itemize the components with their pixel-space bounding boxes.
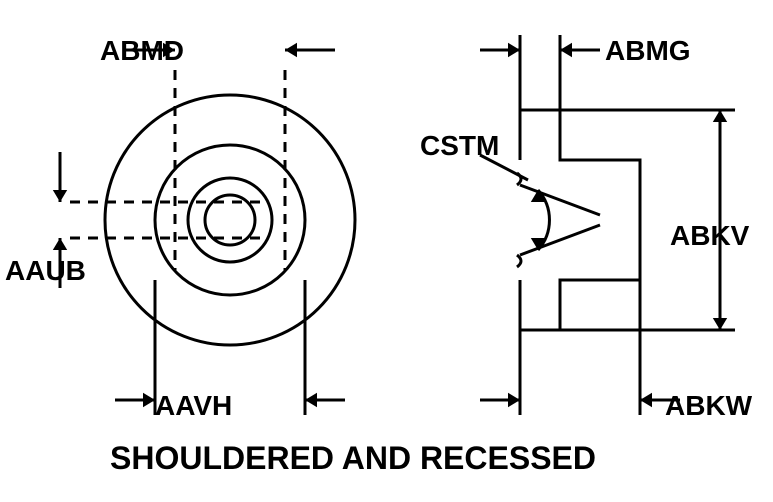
label-abkv: ABKV	[670, 220, 749, 252]
diagram-title: SHOULDERED AND RECESSED	[110, 440, 596, 477]
technical-diagram: ABMD AAUB AAVH ABMG CSTM ABKV ABKW SHOUL…	[0, 0, 773, 502]
label-aaub: AAUB	[5, 255, 86, 287]
label-abmd: ABMD	[100, 35, 184, 67]
label-abmg: ABMG	[605, 35, 691, 67]
label-aavh: AAVH	[155, 390, 232, 422]
label-cstm: CSTM	[420, 130, 499, 162]
diagram-svg	[0, 0, 773, 502]
label-abkw: ABKW	[665, 390, 752, 422]
